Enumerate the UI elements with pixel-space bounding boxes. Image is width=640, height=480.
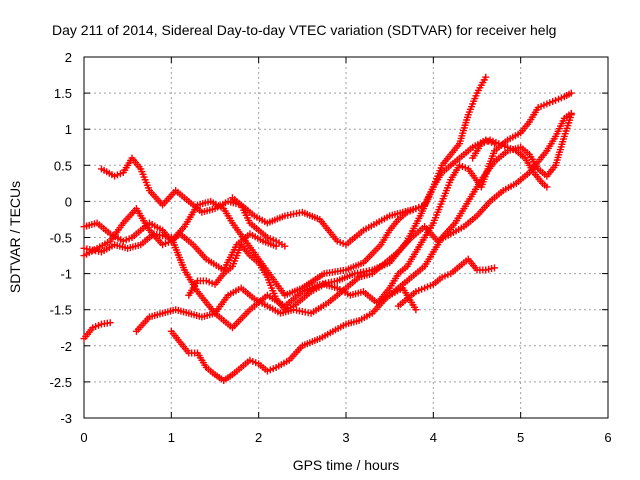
data-point	[421, 201, 429, 209]
data-point	[490, 264, 498, 272]
series-track-9	[228, 194, 289, 250]
data-point	[543, 183, 551, 191]
x-tick-label: 5	[517, 430, 524, 445]
series-markers	[80, 73, 575, 384]
x-axis-label: GPS time / hours	[293, 457, 400, 473]
y-tick-label: -1.5	[50, 303, 72, 318]
x-tick-label: 4	[430, 430, 437, 445]
data-point	[281, 242, 289, 250]
y-tick-label: 0	[65, 194, 72, 209]
chart-title: Day 211 of 2014, Sidereal Day-to-day VTE…	[52, 22, 556, 38]
data-point	[106, 319, 114, 327]
y-tick-label: 1	[65, 122, 72, 137]
series-track-4	[80, 205, 280, 274]
grid	[84, 57, 608, 418]
x-tick-label: 1	[168, 430, 175, 445]
series-track-8	[185, 241, 420, 314]
y-tick-label: -1	[60, 267, 72, 282]
series-track-5	[97, 154, 429, 249]
series-track-12	[469, 136, 551, 191]
y-tick-label: 1.5	[54, 86, 72, 101]
y-tick-labels: 2 1.5 1 0.5 0 -0.5 -1 -1.5 -2 -2.5 -3	[50, 50, 72, 426]
data-point	[567, 111, 575, 119]
axis-ticks	[83, 56, 609, 419]
x-tick-label: 6	[604, 430, 611, 445]
y-tick-label: 0.5	[54, 158, 72, 173]
series-track-11	[377, 89, 575, 303]
data-point	[412, 306, 420, 314]
series-track-3	[80, 136, 498, 332]
series-track-1	[80, 319, 114, 343]
x-tick-label: 3	[342, 430, 349, 445]
x-tick-label: 2	[255, 430, 262, 445]
y-tick-label: -2.5	[50, 375, 72, 390]
y-tick-label: -3	[60, 411, 72, 426]
x-tick-label: 0	[80, 430, 87, 445]
y-tick-label: -0.5	[50, 231, 72, 246]
data-point	[567, 89, 575, 97]
y-tick-label: -2	[60, 339, 72, 354]
series-track-6	[132, 109, 575, 335]
series-track-10	[394, 255, 498, 310]
y-axis-label: SDTVAR / TECUs	[7, 181, 23, 293]
x-tick-labels: 0 1 2 3 4 5 6	[80, 430, 611, 445]
y-tick-label: 2	[65, 50, 72, 65]
data-point	[482, 73, 490, 81]
